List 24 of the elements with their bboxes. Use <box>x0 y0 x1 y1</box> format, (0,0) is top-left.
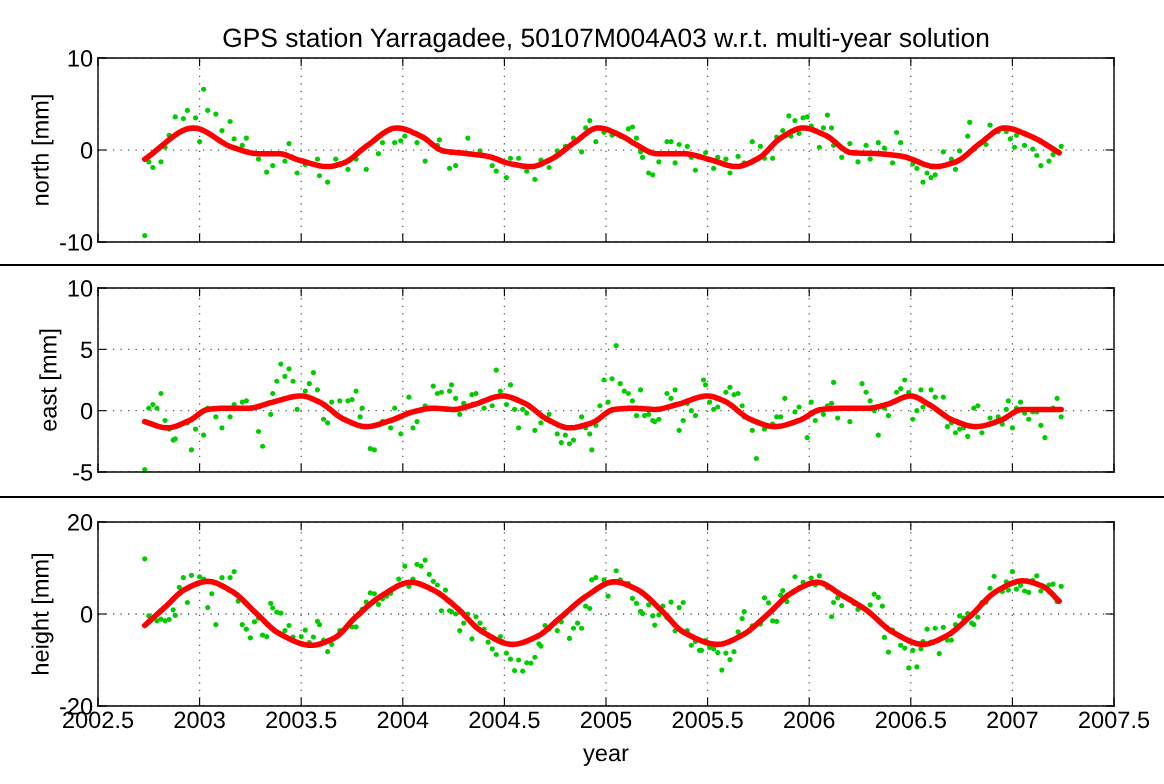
y-tick-label: 0 <box>80 606 93 623</box>
y-tick-label: -10 <box>60 234 93 251</box>
y-tick-label: 0 <box>80 402 93 420</box>
x-axis-title: year <box>583 748 629 766</box>
y-tick-label: 10 <box>68 50 93 67</box>
y-tick-label: 0 <box>80 142 93 159</box>
y-axis-title: north [mm] <box>31 95 54 205</box>
x-tick-label: 2007 <box>987 711 1038 729</box>
chart-title: GPS station Yarragadee, 50107M004A03 w.r.t. multi-year solution <box>223 27 989 53</box>
x-tick-label: 2004 <box>377 711 429 729</box>
x-tick-label: 2003 <box>174 711 225 729</box>
x-tick-label: 2006 <box>784 711 835 729</box>
x-tick-label: 2004.5 <box>469 711 540 729</box>
y-axis-title: height [mm] <box>31 554 54 675</box>
x-tick-label: 2003.5 <box>266 711 337 729</box>
x-tick-label: 2005 <box>580 711 632 729</box>
y-tick-label: 10 <box>68 280 93 297</box>
x-tick-label: 2007.5 <box>1079 711 1150 729</box>
y-axis-title: east [mm] <box>39 329 62 431</box>
x-tick-label: 2006.5 <box>875 711 946 729</box>
y-tick-label: 20 <box>68 514 93 531</box>
x-tick-label: 2005.5 <box>672 711 743 729</box>
y-tick-label: 5 <box>80 341 93 359</box>
y-tick-label: -5 <box>73 464 93 481</box>
